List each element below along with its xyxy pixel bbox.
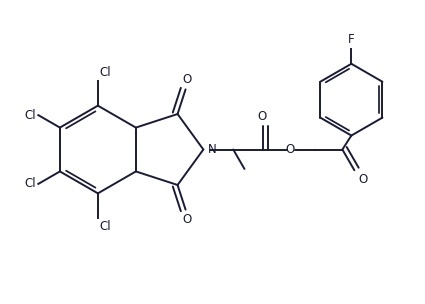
Text: O: O <box>286 143 295 156</box>
Text: Cl: Cl <box>25 109 36 122</box>
Text: Cl: Cl <box>99 66 111 79</box>
Text: O: O <box>257 110 266 123</box>
Text: F: F <box>348 33 355 46</box>
Text: Cl: Cl <box>99 220 111 233</box>
Text: O: O <box>358 173 368 186</box>
Text: N: N <box>208 143 217 156</box>
Text: Cl: Cl <box>25 178 36 190</box>
Text: O: O <box>182 213 192 226</box>
Text: O: O <box>182 73 192 86</box>
